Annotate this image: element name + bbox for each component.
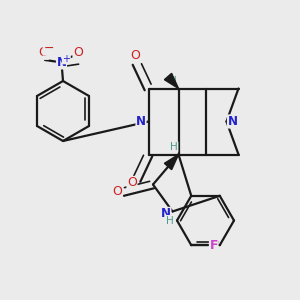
Text: N: N	[227, 115, 238, 128]
Polygon shape	[164, 73, 178, 88]
Text: H: H	[169, 76, 177, 86]
Polygon shape	[164, 154, 178, 170]
Text: N: N	[56, 56, 67, 69]
Text: F: F	[209, 239, 218, 252]
Text: O: O	[73, 46, 83, 59]
Text: N: N	[161, 207, 171, 220]
Text: −: −	[44, 42, 54, 55]
Text: +: +	[62, 54, 70, 64]
Text: H: H	[170, 142, 178, 152]
Text: O: O	[127, 176, 137, 190]
Text: O: O	[39, 46, 48, 59]
Text: O: O	[130, 49, 140, 62]
Text: N: N	[136, 115, 146, 128]
Text: H: H	[166, 215, 173, 226]
Text: O: O	[112, 185, 122, 198]
